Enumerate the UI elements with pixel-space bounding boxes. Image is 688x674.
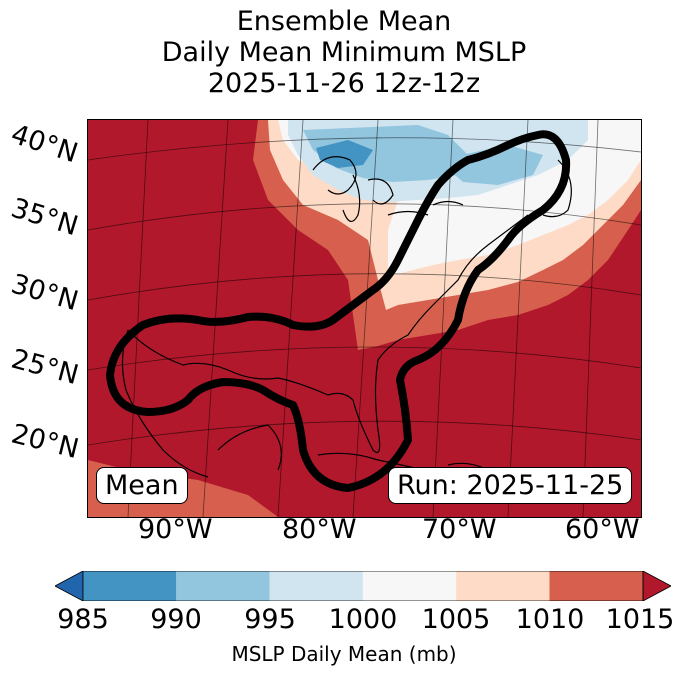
lat-label-40n: 40°N: [7, 118, 82, 170]
coast-southeast-us-florida: [327, 304, 434, 454]
great-lakes-michigan: [342, 174, 361, 222]
colorbar-1000-1005: [362, 571, 457, 601]
lon-label-70w: 70°W: [422, 514, 497, 545]
title-line-3: 2025-11-26 12z-12z: [207, 68, 481, 99]
colorbar-tick-1015: 1015: [605, 604, 675, 635]
title-line-2: Daily Mean Minimum MSLP: [161, 37, 527, 68]
meridian-65w: [582, 120, 599, 517]
colorbar-985-990: [83, 571, 177, 601]
lon-label-80w: 80°W: [282, 514, 357, 545]
lat-label-25n: 25°N: [7, 343, 82, 392]
contour-990-995: [303, 125, 468, 182]
map-panel: [87, 119, 642, 518]
graticule: [88, 120, 641, 517]
colorbar-995-1000: [269, 571, 363, 601]
lat-label-35n: 35°N: [7, 192, 82, 243]
coast-northeast-us: [432, 214, 529, 306]
meridian-70w: [507, 120, 529, 517]
coast-mexico: [121, 329, 209, 478]
colorbar: [55, 571, 671, 601]
title-line-1: Ensemble Mean: [236, 6, 452, 37]
coast-gulf: [127, 329, 329, 396]
mean-label-box: Mean: [96, 467, 188, 504]
mslp-map: [88, 120, 641, 517]
colorbar-frame: [82, 571, 644, 601]
highlight-region-outline: [106, 130, 571, 492]
colorbar-tick-995: 995: [244, 604, 296, 635]
coast-yucatan: [217, 424, 282, 471]
colorbar-tick-1000: 1000: [328, 604, 398, 635]
great-lakes-superior: [312, 156, 357, 195]
colorbar-tick-1005: 1005: [421, 604, 491, 635]
lon-label-60w: 60°W: [565, 514, 640, 545]
great-lakes-ontario: [432, 200, 464, 206]
parallel-20n: [88, 420, 641, 446]
figure-title: Ensemble Mean Daily Mean Minimum MSLP 20…: [0, 6, 688, 99]
lat-label-30n: 30°N: [7, 268, 82, 318]
meridian-80w: [352, 120, 379, 517]
great-lakes-huron: [367, 178, 394, 205]
lon-label-90w: 90°W: [138, 514, 213, 545]
colorbar-tick-990: 990: [150, 604, 202, 635]
colorbar-990-995: [176, 571, 270, 601]
colorbar-1010-1015: [549, 571, 643, 601]
colorbar-1005-1010: [456, 571, 550, 601]
contour-990-995-east: [438, 145, 543, 185]
parallel-30n: [88, 273, 641, 301]
parallel-25n: [88, 346, 641, 371]
lat-label-20n: 20°N: [8, 418, 82, 466]
contour-985-990: [316, 140, 373, 168]
meridian-95w: [127, 120, 149, 517]
meridian-75w: [432, 120, 454, 517]
colorbar-above-1015: [642, 571, 671, 601]
colorbar-tick-985: 985: [57, 604, 109, 635]
colorbar-below-985: [55, 571, 84, 601]
parallel-35n: [88, 203, 641, 231]
colorbar-label: MSLP Daily Mean (mb): [231, 642, 457, 666]
colorbar-tick-1010: 1010: [515, 604, 585, 635]
parallel-40n: [88, 137, 641, 161]
run-date-label-box: Run: 2025-11-25: [388, 467, 633, 504]
meridian-85w: [277, 120, 304, 517]
